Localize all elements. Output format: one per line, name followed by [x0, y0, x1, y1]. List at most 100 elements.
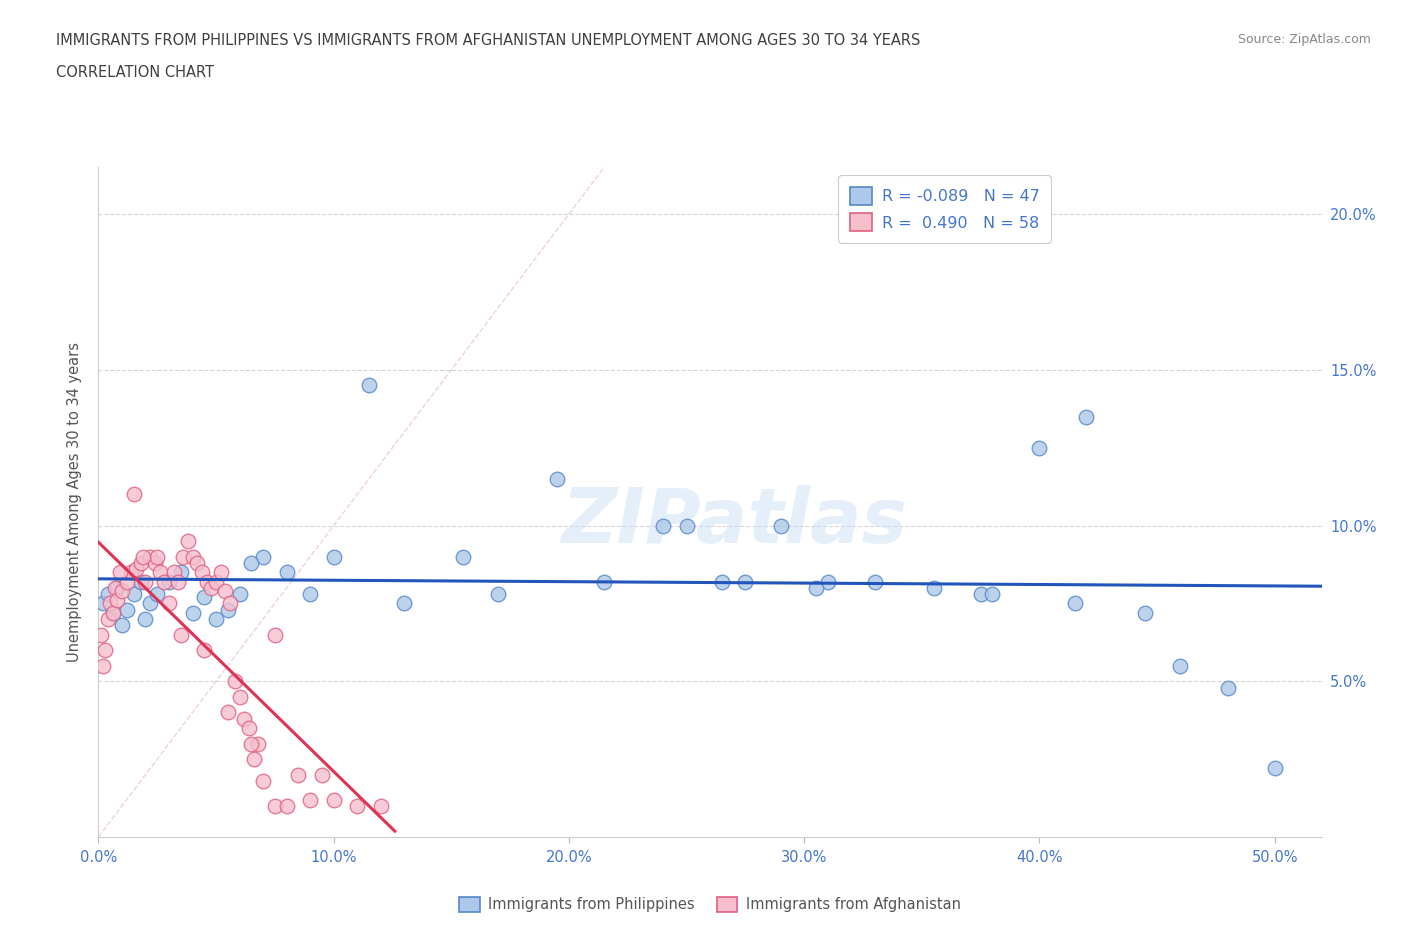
Point	[153, 574, 176, 589]
Point	[263, 627, 285, 642]
Point	[101, 605, 124, 620]
Point	[370, 799, 392, 814]
Point	[108, 565, 131, 579]
Point	[170, 627, 193, 642]
Point	[769, 518, 792, 533]
Point	[863, 574, 886, 589]
Point	[217, 705, 239, 720]
Point	[111, 583, 134, 598]
Point	[228, 689, 250, 704]
Point	[1170, 658, 1192, 673]
Point	[287, 767, 309, 782]
Point	[104, 580, 127, 595]
Point	[214, 583, 236, 598]
Point	[652, 518, 675, 533]
Point	[1028, 440, 1050, 455]
Point	[139, 596, 162, 611]
Point	[181, 605, 204, 620]
Point	[217, 603, 239, 618]
Point	[546, 472, 568, 486]
Point	[1076, 409, 1098, 424]
Point	[451, 550, 474, 565]
Point	[228, 587, 250, 602]
Point	[97, 612, 120, 627]
Point	[252, 774, 274, 789]
Point	[111, 618, 134, 632]
Point	[817, 574, 839, 589]
Point	[299, 587, 322, 602]
Point	[122, 487, 145, 502]
Point	[134, 612, 156, 627]
Point	[91, 658, 114, 673]
Point	[675, 518, 697, 533]
Y-axis label: Unemployment Among Ages 30 to 34 years: Unemployment Among Ages 30 to 34 years	[67, 342, 83, 662]
Point	[191, 565, 214, 579]
Point	[98, 596, 121, 611]
Point	[252, 550, 274, 565]
Text: CORRELATION CHART: CORRELATION CHART	[56, 65, 214, 80]
Point	[1063, 596, 1085, 611]
Point	[90, 627, 112, 642]
Point	[240, 737, 263, 751]
Point	[922, 580, 945, 595]
Point	[193, 590, 215, 604]
Text: ZIPatlas: ZIPatlas	[561, 485, 907, 559]
Point	[734, 574, 756, 589]
Point	[149, 565, 172, 579]
Point	[1264, 761, 1286, 776]
Point	[129, 555, 152, 570]
Point	[120, 565, 142, 579]
Point	[195, 574, 218, 589]
Point	[139, 550, 162, 565]
Point	[193, 643, 215, 658]
Point	[143, 555, 166, 570]
Point	[804, 580, 827, 595]
Point	[263, 799, 285, 814]
Point	[94, 643, 117, 658]
Point	[346, 799, 368, 814]
Point	[486, 587, 509, 602]
Point	[969, 587, 991, 602]
Point	[299, 792, 322, 807]
Point	[134, 574, 156, 589]
Point	[240, 555, 263, 570]
Point	[181, 550, 204, 565]
Point	[163, 565, 186, 579]
Point	[146, 587, 169, 602]
Point	[105, 580, 128, 595]
Point	[322, 550, 344, 565]
Point	[129, 574, 152, 589]
Point	[219, 596, 242, 611]
Point	[170, 565, 193, 579]
Point	[97, 587, 120, 602]
Point	[710, 574, 733, 589]
Legend: Immigrants from Philippines, Immigrants from Afghanistan: Immigrants from Philippines, Immigrants …	[453, 891, 967, 918]
Point	[276, 799, 298, 814]
Point	[157, 596, 180, 611]
Point	[1135, 605, 1157, 620]
Point	[242, 751, 264, 766]
Point	[205, 574, 228, 589]
Point	[172, 550, 194, 565]
Point	[233, 711, 256, 726]
Point	[146, 550, 169, 565]
Point	[1216, 680, 1239, 695]
Point	[122, 587, 145, 602]
Point	[311, 767, 333, 782]
Point	[167, 574, 190, 589]
Point	[593, 574, 616, 589]
Point	[200, 580, 222, 595]
Point	[115, 603, 138, 618]
Point	[224, 674, 246, 689]
Point	[186, 555, 208, 570]
Point	[125, 562, 148, 577]
Point	[205, 612, 228, 627]
Point	[105, 592, 128, 607]
Point	[247, 737, 270, 751]
Point	[981, 587, 1004, 602]
Point	[177, 534, 200, 549]
Point	[357, 378, 380, 392]
Point	[157, 574, 180, 589]
Point	[392, 596, 416, 611]
Point	[276, 565, 298, 579]
